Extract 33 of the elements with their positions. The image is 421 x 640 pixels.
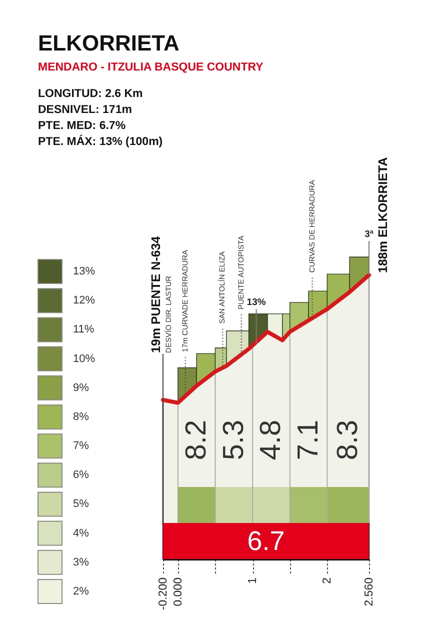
x-tick-label: 2 (322, 578, 334, 584)
color-bar-label: 3% (73, 556, 90, 568)
color-bar-label: 5% (73, 498, 90, 510)
annotation: 19m PUENTE N-634 (149, 236, 163, 353)
band-label: 4.8 (255, 420, 288, 460)
band-label: 5.3 (218, 420, 250, 460)
annotation: 13% (246, 297, 266, 308)
chart-title: ELKORRIETA (38, 30, 180, 56)
chart-subtitle: MENDARO - ITZULIA BASQUE COUNTRY (38, 62, 264, 74)
color-bar-label: 8% (73, 410, 90, 423)
color-bar-label: 2% (73, 585, 90, 598)
color-bar-label: 4% (73, 527, 90, 540)
color-bar-label: 6% (73, 469, 90, 482)
color-bar-label: 7% (73, 440, 90, 452)
color-bar-label: 13% (73, 266, 96, 278)
color-bar-label: 12% (73, 294, 96, 307)
annotation: 188m ELKORRIETA (376, 157, 390, 273)
x-tick-label: -0.200 (158, 578, 170, 610)
x-tick-label: 1 (247, 578, 260, 584)
annotation: 3ª (364, 229, 374, 240)
x-tick-label: 0.000 (172, 578, 184, 606)
text: PTE. MED: 6.7% (38, 120, 126, 132)
text: LONGITUD: 2.6 Km (38, 88, 143, 100)
band-label: 8.2 (180, 420, 213, 460)
color-bar-label: 11% (73, 324, 94, 336)
band-label: 8.3 (332, 420, 364, 460)
color-bar-label: 9% (73, 382, 90, 394)
text: DESNIVEL: 171m (38, 104, 132, 116)
text: PTE. MÁX: 13% (100m) (38, 134, 163, 148)
band-label: 7.1 (292, 420, 325, 460)
band-label: 6.7 (247, 526, 285, 556)
x-tick-label: 2.560 (364, 578, 376, 606)
color-bar-label: 10% (73, 352, 96, 365)
